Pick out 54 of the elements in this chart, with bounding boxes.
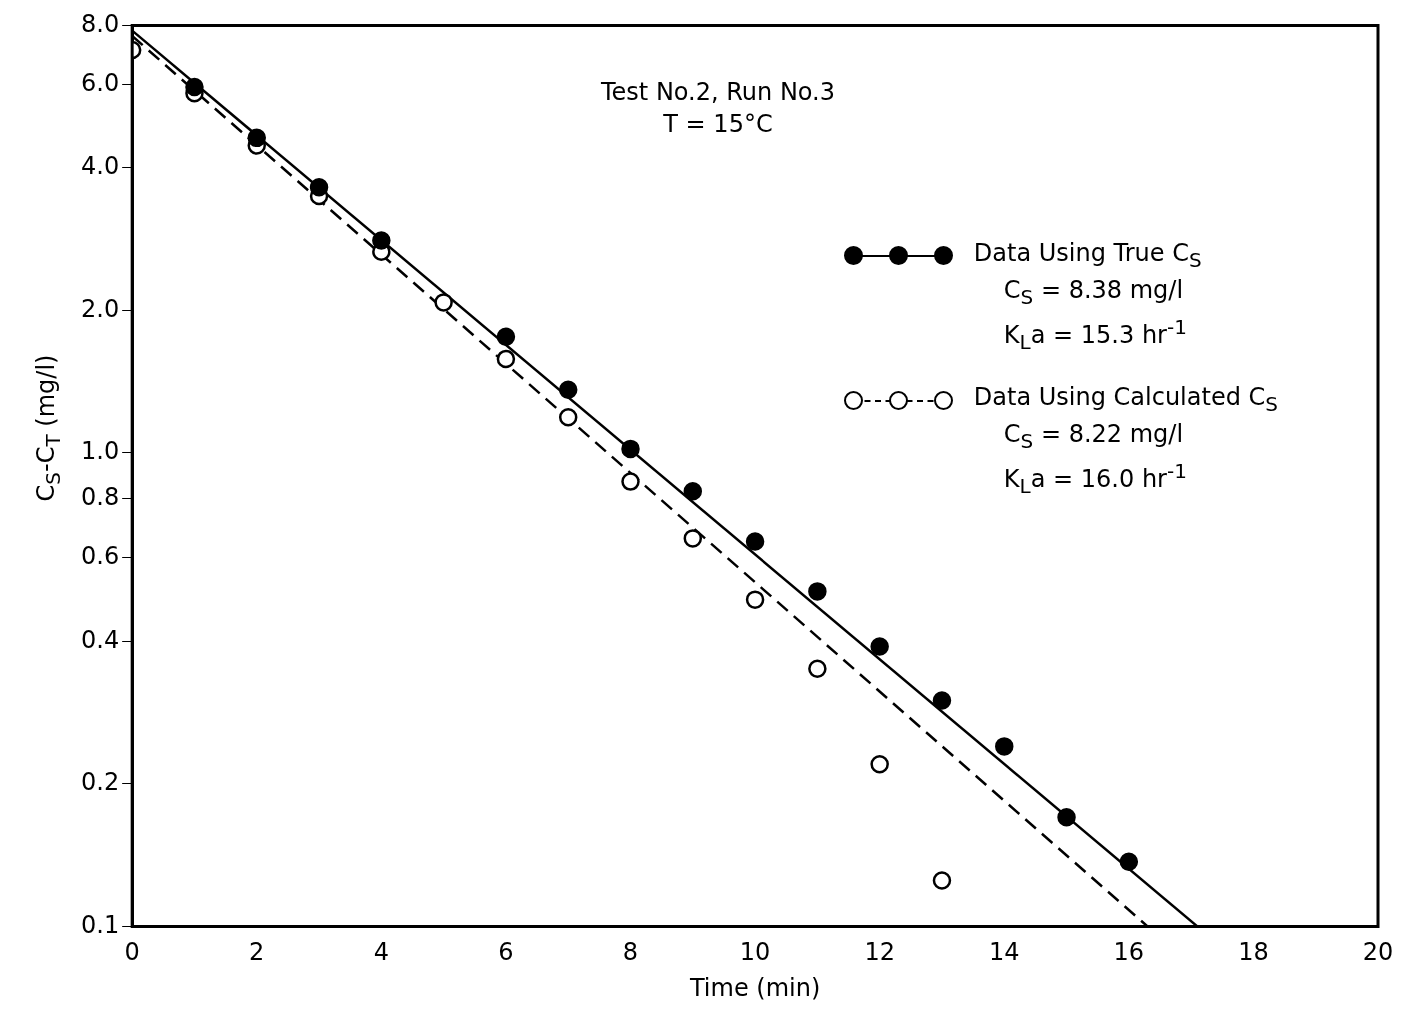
y-tick-label: 0.2 <box>81 768 120 797</box>
x-tick-label: 2 <box>249 938 265 967</box>
legend-label: Data Using Calculated C$_{S}$ <box>973 382 1278 419</box>
point <box>808 659 827 679</box>
x-tick-label: 20 <box>1362 938 1394 967</box>
annotation: K$_{L}$a = 15.3 hr$^{-1}$ <box>1002 313 1188 356</box>
point <box>1119 852 1139 871</box>
x-tick-label: 4 <box>373 938 389 967</box>
x-tick-label: 14 <box>988 938 1020 967</box>
text: Test No.2, Run No.3 <box>600 77 836 108</box>
y-tick-label: 0.6 <box>81 542 120 571</box>
point <box>621 439 640 459</box>
annotation: K$_{L}$a = 16.0 hr$^{-1}$ <box>1002 458 1188 500</box>
y-tick-label: 0.1 <box>81 910 120 939</box>
point <box>558 407 578 427</box>
x-tick-label: 8 <box>622 938 639 967</box>
y-tick-label: 0.4 <box>81 625 120 654</box>
y-tick-label: 1.0 <box>81 437 120 466</box>
point <box>1057 808 1076 827</box>
point <box>995 737 1014 756</box>
point <box>932 691 952 710</box>
annotation: C$_{S}$ = 8.38 mg/l <box>1002 274 1185 311</box>
point <box>683 482 703 501</box>
y-tick-label: 8.0 <box>81 9 120 38</box>
x-tick-label: 16 <box>1113 938 1145 967</box>
x-tick-label: 12 <box>864 938 895 967</box>
y-tick-label: 6.0 <box>81 68 120 97</box>
point <box>621 472 640 491</box>
point <box>496 349 516 369</box>
x-tick-label: 18 <box>1238 938 1269 967</box>
point <box>185 77 204 97</box>
x-tick-label: 0 <box>124 938 140 967</box>
point <box>247 128 266 148</box>
point <box>870 755 889 774</box>
point <box>745 590 765 609</box>
point <box>683 529 703 548</box>
point <box>372 231 391 250</box>
point <box>745 532 765 551</box>
x-tick-label: 10 <box>739 938 771 967</box>
point <box>932 871 952 890</box>
annotation: C$_{S}$ = 8.22 mg/l <box>1002 419 1185 455</box>
x-axis-title: Time (min) <box>688 973 821 1002</box>
point <box>870 637 889 656</box>
point <box>808 582 827 601</box>
x-tick-label: 6 <box>498 938 514 967</box>
y-tick-label: 2.0 <box>81 294 120 323</box>
point <box>496 327 516 346</box>
y-tick-label: 0.8 <box>81 483 120 512</box>
text: T = 15°C <box>662 109 774 140</box>
point <box>434 293 453 312</box>
y-tick-label: 4.0 <box>81 152 120 181</box>
point <box>558 380 578 399</box>
point <box>309 178 329 197</box>
legend-label: Data Using True C$_{S}$ <box>973 238 1202 274</box>
